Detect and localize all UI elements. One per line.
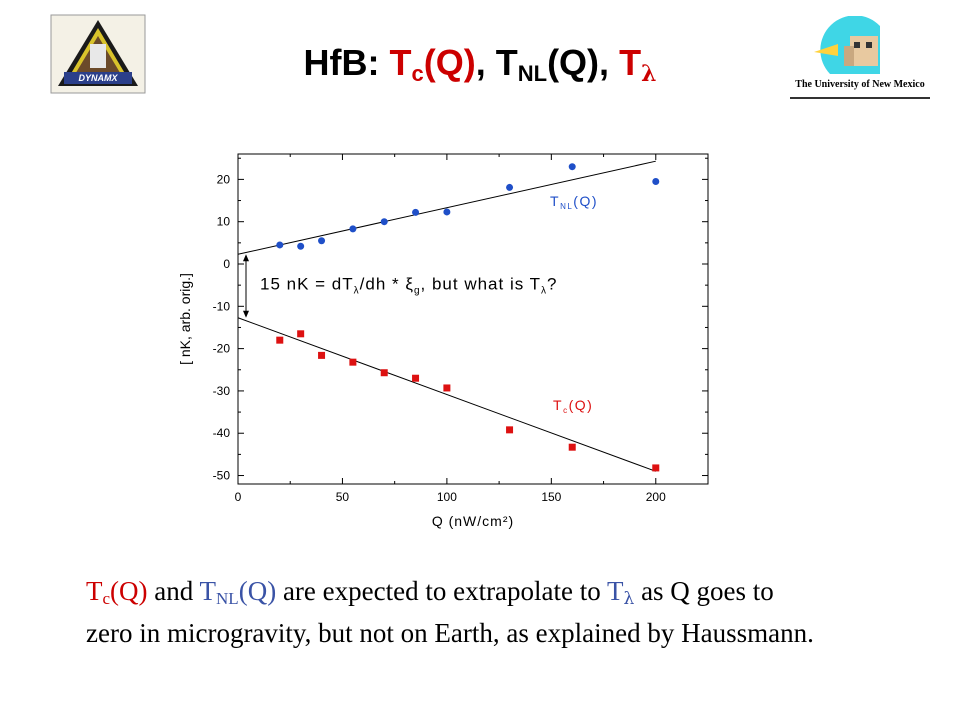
- fit-line-tc: [237, 317, 656, 472]
- caption-and: and: [147, 576, 200, 606]
- data-point-tc: [568, 443, 576, 451]
- y-tick-label: 10: [217, 215, 231, 229]
- y-axis-label: [ nK, arb. orig.]: [177, 273, 193, 365]
- caption: Tc(Q) and TNL(Q) are expected to extrapo…: [86, 574, 946, 650]
- data-point-tc: [412, 374, 420, 382]
- data-point-tnl: [652, 178, 660, 185]
- title-tnl-arg: (Q): [547, 42, 600, 83]
- arrow-head-down: [243, 310, 249, 318]
- data-point-tnl: [380, 218, 388, 226]
- data-point-tnl: [318, 237, 326, 245]
- data-point-tc: [652, 464, 660, 472]
- caption-tnl-sub: NL: [216, 589, 239, 608]
- chart-points: [276, 163, 660, 472]
- chart-annotation: 15 nK = dTλ/dh * ξg, but what is Tλ?: [243, 254, 558, 318]
- title-tc-sub: c: [411, 61, 424, 86]
- y-tick-label: -20: [213, 342, 231, 356]
- chart-labels: Q (nW/cm²) [ nK, arb. orig.] TNL(Q) Tc(Q): [177, 193, 598, 529]
- data-point-tc: [276, 336, 284, 344]
- chart-axes: [237, 153, 709, 485]
- caption-tl-t: T: [607, 576, 624, 606]
- y-tick-label: 20: [217, 172, 231, 186]
- title-tc: Tc(Q): [389, 42, 476, 86]
- data-point-tnl: [349, 225, 357, 233]
- title-tnl-t: T: [495, 42, 518, 83]
- logo-divider: [790, 97, 930, 99]
- data-point-tc: [318, 351, 326, 359]
- data-point-tnl: [297, 242, 305, 250]
- caption-tl-sym: λ: [623, 589, 635, 609]
- caption-line2: zero in microgravity, but not on Earth, …: [86, 618, 814, 648]
- title-tl-t: T: [619, 42, 642, 83]
- caption-tc: Tc(Q): [86, 576, 148, 608]
- title-tnl: TNL(Q): [495, 42, 600, 86]
- data-point-tnl: [412, 208, 420, 216]
- series-label-tnl: TNL(Q): [550, 193, 598, 211]
- caption-tnl-t: T: [199, 576, 217, 606]
- chart-fit-lines: [237, 160, 656, 472]
- y-tick-label: -30: [213, 384, 231, 398]
- x-tick-label: 50: [336, 490, 350, 504]
- title-tc-t: T: [389, 42, 412, 83]
- series-label-tc: Tc(Q): [553, 397, 593, 415]
- caption-tnl: TNL(Q): [199, 576, 277, 608]
- y-tick-label: -10: [213, 299, 231, 313]
- x-tick-label: 100: [437, 490, 457, 504]
- data-point-tc: [349, 358, 357, 366]
- data-point-tnl: [276, 241, 284, 249]
- data-point-tnl: [506, 183, 514, 191]
- arrow-head-up: [243, 254, 249, 262]
- y-tick-label: 0: [223, 257, 230, 271]
- dynamx-logo-text: DYNAMX: [78, 73, 118, 83]
- title-tl: Tλ: [619, 42, 656, 87]
- data-point-tnl: [443, 208, 451, 216]
- fit-line-tnl: [237, 160, 656, 255]
- title-tc-arg: (Q): [423, 42, 476, 83]
- title-tl-sym: λ: [641, 61, 657, 87]
- annotation-text: 15 nK = dTλ/dh * ξg, but what is Tλ?: [260, 274, 558, 296]
- x-axis-label: Q (nW/cm²): [432, 513, 514, 529]
- x-tick-label: 150: [541, 490, 561, 504]
- caption-mid: are expected to extrapolate to: [276, 576, 608, 606]
- data-point-tnl: [568, 163, 576, 171]
- page-title: HfB: Tc(Q), TNL(Q), Tλ: [0, 42, 960, 87]
- plot-frame: [237, 153, 709, 485]
- title-prefix: HfB:: [303, 42, 390, 83]
- title-tnl-sub: NL: [517, 61, 548, 86]
- data-point-tc: [443, 384, 451, 392]
- dynamx-logo: DYNAMX: [50, 14, 146, 94]
- y-tick-label: -50: [213, 469, 231, 483]
- caption-tc-sub: c: [102, 589, 111, 608]
- caption-tc-arg: (Q): [110, 576, 148, 606]
- x-tick-label: 200: [646, 490, 666, 504]
- y-tick-label: -40: [213, 426, 231, 440]
- caption-tnl-arg: (Q): [238, 576, 277, 606]
- data-point-tc: [506, 426, 514, 434]
- caption-tl: Tλ: [607, 576, 635, 609]
- data-point-tc: [297, 330, 305, 338]
- caption-line1-end: as Q goes to: [634, 576, 774, 606]
- title-sep2: ,: [599, 42, 620, 83]
- x-tick-label: 0: [235, 490, 242, 504]
- data-point-tc: [380, 369, 388, 377]
- unm-logo-text: The University of New Mexico: [795, 79, 924, 90]
- title-sep1: ,: [475, 42, 496, 83]
- chart: 0 50 100 150 200 20 10 0 -10 -20 -30 -40 -50 Q (nW/c…: [160, 140, 740, 540]
- unm-logo: The University of New Mexico: [790, 15, 930, 96]
- caption-tc-t: T: [86, 576, 103, 606]
